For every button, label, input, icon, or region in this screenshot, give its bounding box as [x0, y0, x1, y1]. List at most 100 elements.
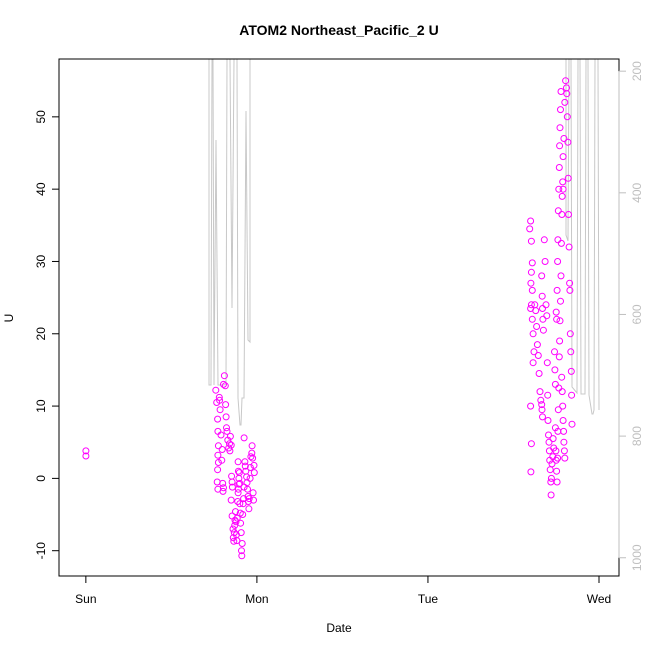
data-point	[220, 484, 227, 492]
data-point	[557, 88, 565, 95]
data-point	[568, 420, 576, 428]
data-point	[248, 449, 256, 457]
chart-title: ATOM2 Northeast_Pacific_2 U	[239, 22, 438, 38]
data-point	[218, 456, 226, 464]
data-point	[558, 211, 566, 218]
data-point	[549, 435, 557, 443]
data-point	[567, 348, 575, 356]
data-point	[562, 77, 570, 85]
data-point	[238, 547, 245, 555]
data-point	[226, 432, 234, 440]
data-point	[245, 495, 253, 503]
data-point	[565, 211, 572, 218]
data-point	[214, 451, 222, 459]
data-point	[566, 330, 574, 338]
data-point	[553, 315, 561, 323]
data-point	[555, 353, 563, 361]
data-point	[561, 454, 569, 462]
x-tick-label: Wed	[587, 592, 611, 606]
data-point	[528, 259, 536, 267]
data-point	[537, 396, 545, 404]
data-point	[554, 207, 562, 215]
data-point	[535, 370, 543, 377]
data-point	[218, 446, 226, 453]
data-point	[527, 268, 535, 276]
data-point	[527, 279, 535, 287]
data-point	[547, 474, 555, 482]
data-point	[234, 467, 242, 475]
data-point	[233, 537, 241, 545]
data-point	[230, 537, 238, 545]
data-point	[233, 514, 241, 522]
data-point	[237, 519, 245, 527]
data-point	[539, 315, 547, 323]
data-point	[539, 326, 547, 334]
data-point	[564, 174, 572, 182]
data-point	[545, 431, 552, 439]
data-point	[547, 491, 555, 499]
data-point	[237, 529, 245, 537]
points-layer	[82, 77, 576, 560]
right-tick-label: 1000	[630, 544, 644, 571]
y-tick-label: 40	[34, 182, 48, 196]
data-point	[559, 178, 567, 186]
x-axis-label: Date	[326, 621, 352, 635]
data-point	[527, 237, 535, 245]
data-point	[554, 406, 562, 414]
data-point	[555, 185, 563, 193]
data-point	[528, 315, 536, 323]
data-point	[238, 552, 246, 560]
data-point	[228, 478, 236, 486]
y-tick-label: 20	[34, 327, 48, 341]
y-tick-label: 10	[34, 399, 48, 413]
y-tick-label: 30	[34, 254, 48, 268]
data-point	[241, 462, 249, 470]
data-point	[563, 90, 571, 98]
data-point	[538, 401, 546, 409]
x-axis: Sun Mon Tue Wed	[75, 575, 611, 606]
data-point	[222, 401, 230, 409]
data-point	[557, 272, 565, 280]
data-point	[246, 474, 254, 482]
data-point	[244, 485, 251, 493]
data-point	[527, 217, 535, 225]
data-point	[234, 489, 242, 497]
data-point	[247, 453, 255, 461]
data-point	[538, 406, 546, 414]
data-point	[235, 474, 243, 482]
data-point	[250, 469, 258, 477]
right-tick-label: 400	[630, 182, 644, 202]
data-point	[217, 431, 225, 439]
data-point	[551, 366, 559, 374]
data-point	[222, 413, 230, 421]
data-point	[229, 525, 237, 533]
data-point	[538, 292, 546, 300]
data-point	[214, 442, 222, 450]
data-point	[527, 468, 535, 476]
data-point	[539, 413, 546, 421]
data-point	[555, 164, 563, 171]
data-point	[530, 348, 538, 356]
data-point	[232, 518, 240, 526]
data-point	[536, 388, 544, 396]
data-point	[245, 505, 253, 513]
data-point	[551, 380, 559, 388]
data-point	[529, 330, 537, 338]
data-point	[231, 516, 239, 524]
data-point	[567, 367, 575, 375]
data-point	[558, 373, 566, 381]
data-point	[223, 427, 231, 435]
data-point	[250, 496, 257, 504]
data-point	[243, 473, 251, 481]
data-point	[82, 452, 90, 460]
data-point	[552, 308, 560, 316]
data-point	[533, 323, 541, 330]
data-point	[527, 402, 535, 410]
data-point	[215, 393, 223, 401]
data-point	[543, 359, 551, 367]
data-point	[212, 386, 220, 394]
data-point	[246, 464, 254, 471]
data-point	[82, 447, 90, 455]
data-point	[214, 415, 222, 423]
data-point	[559, 417, 567, 424]
